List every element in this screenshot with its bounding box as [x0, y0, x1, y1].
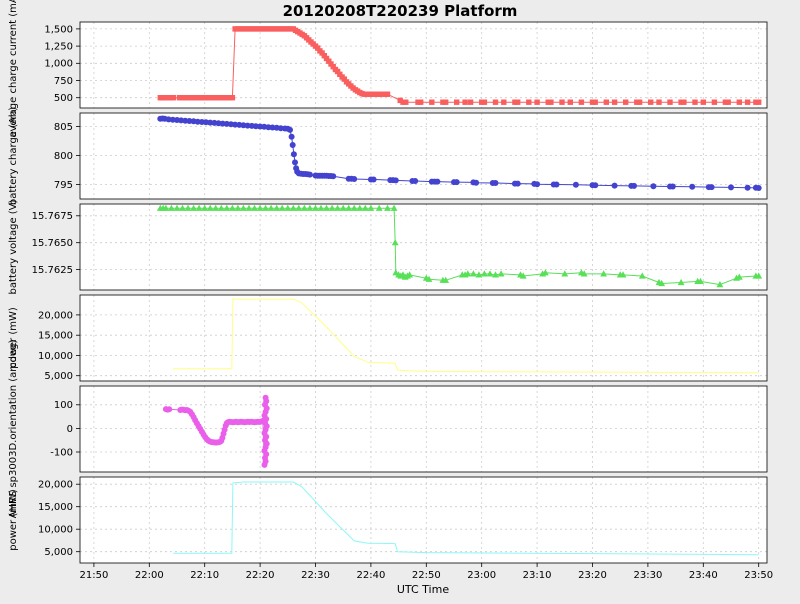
- panel-battery-voltage: 15.7625 15.7650 15.7675 battery voltage (V): [8, 199, 768, 294]
- x-tick-label: 22:40: [356, 570, 385, 581]
- grid-lines: [80, 295, 767, 381]
- x-axis-ticks: 21:50 22:00 22:10 22:20 22:30 22:40 22:50 23:00…: [79, 563, 773, 581]
- panel-ahrs-orientation: -100 0 100 AHRS sp3003D.orientation (arcdeg…: [8, 340, 768, 519]
- x-tick-label: 22:20: [246, 570, 275, 581]
- y-axis-ticks: 5,000 10,000 15,000 20,000: [38, 310, 80, 382]
- y-axis-label: AHRS sp3003D.orientation (arcdeg): [8, 340, 19, 519]
- panel-background: [80, 295, 767, 381]
- x-tick-label: 22:30: [301, 570, 330, 581]
- y-axis-label: power (mW): [8, 489, 19, 551]
- y-tick-label: 15,000: [38, 502, 73, 513]
- panel-average-charge-current: 500 750 1,000 1,250 1,500 average charge curr…: [8, 0, 768, 138]
- series-ahrs-orientation: [162, 394, 270, 468]
- y-tick-label: -100: [50, 447, 73, 458]
- y-tick-label: 15.7625: [32, 265, 73, 276]
- y-tick-label: 0: [67, 424, 73, 435]
- x-tick-label: 23:00: [467, 570, 496, 581]
- panel-background: [80, 22, 767, 108]
- y-axis-label: power (mW): [8, 307, 19, 369]
- panel-border: [79, 476, 768, 564]
- y-axis-label: average charge current (mA): [8, 0, 19, 138]
- y-tick-label: 15,000: [38, 331, 73, 342]
- panel-border: [79, 294, 768, 382]
- x-tick-label: 23:50: [744, 570, 773, 581]
- y-axis-ticks: 795 800 805: [54, 122, 80, 191]
- x-tick-label: 23:30: [633, 570, 662, 581]
- x-tick-label: 23:10: [523, 570, 552, 581]
- panel-power-2: 5,000 10,000 15,000 20,000 power (mW): [8, 476, 768, 564]
- chart-title: 20120208T220239 Platform: [283, 2, 518, 20]
- panel-background: [80, 477, 767, 563]
- panel-border: [79, 112, 768, 200]
- grid-lines: [80, 386, 767, 472]
- y-tick-label: 15.7675: [32, 211, 73, 222]
- grid-lines: [80, 22, 767, 108]
- y-tick-label: 1,250: [44, 42, 73, 53]
- grid-lines: [80, 477, 767, 563]
- y-axis-ticks: 500 750 1,000 1,250 1,500: [44, 24, 80, 104]
- y-tick-label: 1,000: [44, 59, 73, 70]
- series-average-charge-current: [157, 26, 762, 105]
- series-battery-charge: [157, 115, 762, 191]
- y-tick-label: 5,000: [44, 371, 73, 382]
- x-tick-label: 22:50: [412, 570, 441, 581]
- x-axis-title: UTC Time: [397, 583, 449, 596]
- y-tick-label: 805: [54, 122, 73, 133]
- y-tick-label: 795: [54, 180, 73, 191]
- y-tick-label: 20,000: [38, 480, 73, 491]
- panel-power-1: 5,000 10,000 15,000 20,000 power (mW): [8, 294, 768, 382]
- y-tick-label: 750: [54, 76, 73, 87]
- y-axis-label: battery charge (Ah): [8, 107, 19, 205]
- y-axis-ticks: -100 0 100: [50, 400, 80, 458]
- panel-border: [79, 385, 768, 473]
- y-tick-label: 500: [54, 93, 73, 104]
- y-tick-label: 100: [54, 400, 73, 411]
- x-tick-label: 21:50: [79, 570, 108, 581]
- x-tick-label: 22:00: [135, 570, 164, 581]
- series-battery-voltage: [156, 204, 763, 288]
- panel-battery-charge: 795 800 805 battery charge (Ah): [8, 107, 768, 205]
- x-tick-label: 22:10: [190, 570, 219, 581]
- y-tick-label: 20,000: [38, 310, 73, 321]
- y-tick-label: 5,000: [44, 547, 73, 558]
- panel-border: [79, 203, 768, 291]
- y-axis-ticks: 5,000 10,000 15,000 20,000: [38, 480, 80, 558]
- series-power-1: [173, 298, 759, 374]
- panel-border: [79, 21, 768, 109]
- x-tick-label: 23:20: [578, 570, 607, 581]
- panel-background: [80, 204, 767, 290]
- panel-background: [80, 386, 767, 472]
- y-tick-label: 10,000: [38, 351, 73, 362]
- x-tick-label: 23:40: [689, 570, 718, 581]
- y-tick-label: 10,000: [38, 525, 73, 536]
- y-axis-label: battery voltage (V): [8, 199, 19, 294]
- y-tick-label: 1,500: [44, 24, 73, 35]
- panels-container: 500 750 1,000 1,250 1,500 average charge curr…: [8, 0, 773, 581]
- y-tick-label: 800: [54, 151, 73, 162]
- y-axis-ticks: 15.7625 15.7650 15.7675: [32, 211, 80, 276]
- series-power-2: [173, 481, 759, 556]
- y-tick-label: 15.7650: [32, 238, 73, 249]
